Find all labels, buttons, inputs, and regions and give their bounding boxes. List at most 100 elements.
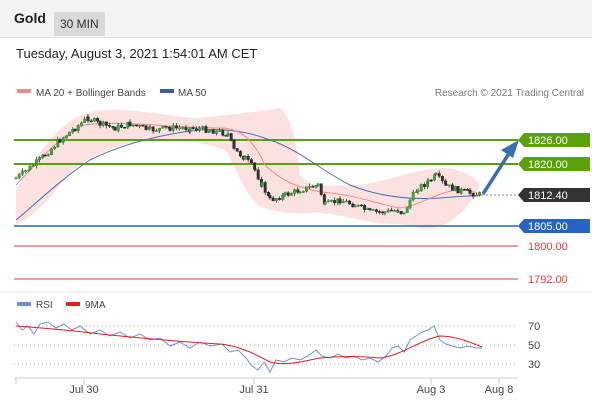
candle-body	[56, 139, 60, 148]
candle-body	[296, 189, 300, 193]
ma50-legend-label: MA 50	[178, 88, 207, 99]
candle-body	[83, 118, 87, 124]
bollinger-band	[16, 108, 480, 229]
candle-body	[408, 199, 412, 209]
rsi-legend-swatch	[17, 302, 31, 306]
candle-body	[24, 170, 28, 172]
candle-body	[158, 127, 162, 131]
candle-body	[20, 170, 24, 175]
candle-body	[28, 166, 32, 171]
level-label-1800: 1800.00	[528, 241, 568, 253]
candle-body	[353, 205, 357, 208]
candle-body	[208, 129, 212, 132]
rsi-9ma-line	[15, 325, 483, 365]
candle-body	[188, 127, 192, 132]
forecast-arrow-shaft	[481, 151, 512, 195]
candle-body	[201, 126, 205, 129]
candle-body	[64, 135, 68, 139]
candle-body	[229, 133, 233, 141]
candle-body	[108, 125, 112, 127]
candle-body	[34, 159, 38, 166]
candle-body	[235, 148, 239, 152]
candle-body	[101, 121, 105, 126]
ma20-legend-label: MA 20 + Bollinger Bands	[36, 88, 146, 99]
candle-body	[450, 184, 454, 191]
price-candles	[14, 113, 482, 216]
candle-body	[253, 168, 257, 171]
x-label-aug8: Aug 8	[485, 384, 514, 396]
candle-body	[444, 180, 448, 185]
candle-body	[79, 122, 83, 126]
svg-text:1805.00: 1805.00	[528, 221, 568, 233]
candle-body	[363, 205, 367, 210]
rsi-tick-30: 30	[528, 359, 540, 371]
ma20-legend-swatch	[17, 89, 31, 93]
candle-body	[171, 125, 175, 131]
level-label-1812: 1812.40	[518, 188, 590, 202]
candle-body	[271, 197, 275, 201]
candle-body	[466, 189, 470, 191]
candle-body	[411, 192, 415, 201]
candle-body	[214, 130, 218, 134]
candle-body	[89, 120, 93, 123]
candle-body	[359, 204, 363, 207]
candle-body	[104, 121, 108, 126]
candle-body	[426, 181, 430, 187]
candle-body	[286, 192, 290, 196]
candle-body	[17, 173, 21, 179]
level-label-1820: 1820.00	[518, 157, 590, 171]
candle-body	[283, 192, 287, 195]
candle-body	[323, 201, 327, 205]
candle-body	[49, 148, 53, 155]
candle-body	[422, 184, 426, 187]
timestamp: Tuesday, August 3, 2021 1:54:01 AM CET	[16, 46, 258, 61]
candle-body	[191, 127, 195, 129]
candle-body	[426, 179, 430, 182]
candle-body	[151, 126, 155, 132]
candle-body	[141, 125, 145, 127]
level-label-1826: 1826.00	[518, 133, 590, 147]
candle-body	[393, 210, 397, 212]
candle-body	[462, 188, 466, 191]
timeframe-badge[interactable]: 30 MIN	[54, 12, 105, 36]
candle-body	[454, 186, 458, 191]
candle-body	[58, 139, 62, 143]
ma50-line	[15, 129, 483, 221]
rsi-legend-label: RSI	[36, 300, 53, 311]
candle-body	[316, 183, 320, 186]
chart-header: Gold 30 MIN	[0, 0, 592, 38]
candle-body	[471, 193, 475, 197]
candle-body	[194, 128, 198, 131]
svg-text:1812.40: 1812.40	[528, 190, 568, 202]
candle-body	[289, 193, 293, 196]
candle-body	[319, 183, 323, 195]
candle-body	[311, 186, 315, 188]
candle-body	[444, 183, 448, 186]
candle-body	[73, 128, 77, 131]
candle-body	[326, 200, 330, 203]
x-label-jul30: Jul 30	[69, 384, 98, 396]
candle-body	[148, 126, 152, 129]
copyright-text: Research © 2021 Trading Central	[435, 88, 584, 99]
candle-body	[161, 125, 165, 129]
candle-body	[440, 175, 444, 182]
candle-body	[256, 169, 260, 180]
candle-body	[351, 203, 355, 208]
candle-body	[399, 211, 403, 214]
rsi-tick-70: 70	[528, 321, 540, 333]
candle-body	[144, 125, 148, 130]
x-label-aug3: Aug 3	[417, 384, 446, 396]
candle-body	[119, 124, 123, 128]
ma20-line	[15, 122, 483, 209]
candle-body	[211, 129, 215, 134]
candle-body	[341, 201, 345, 204]
candle-body	[308, 186, 312, 188]
candle-body	[218, 130, 222, 132]
candle-body	[253, 162, 257, 169]
candle-body	[184, 127, 188, 130]
candle-body	[31, 165, 35, 167]
svg-text:1826.00: 1826.00	[528, 135, 568, 147]
candle-body	[437, 173, 441, 177]
candle-body	[405, 207, 409, 213]
